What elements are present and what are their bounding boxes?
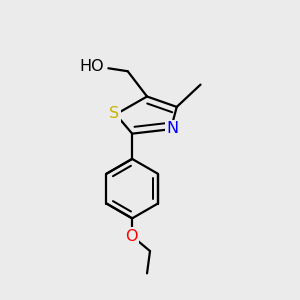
Text: HO: HO xyxy=(79,59,104,74)
Text: S: S xyxy=(109,106,119,121)
Text: N: N xyxy=(166,121,178,136)
Text: O: O xyxy=(125,229,138,244)
